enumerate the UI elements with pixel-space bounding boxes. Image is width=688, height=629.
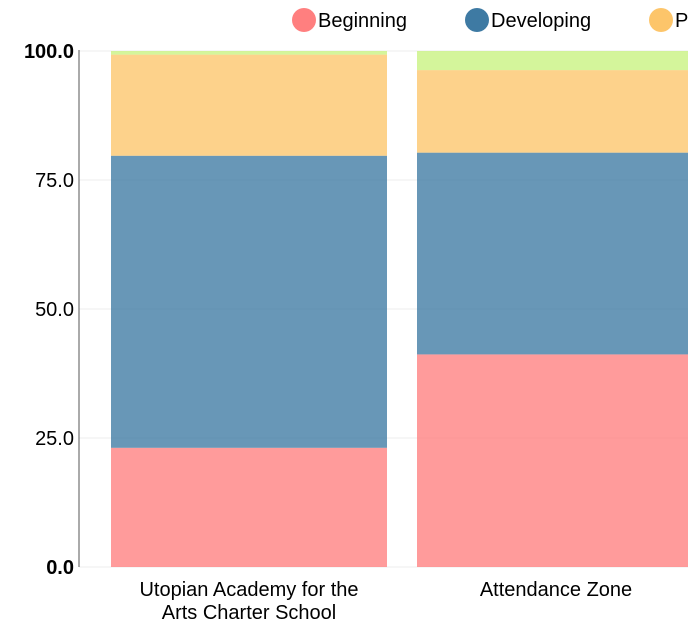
- x-tick-label: Utopian Academy for the: [139, 579, 358, 601]
- legend-marker: [292, 8, 316, 32]
- bar-segment[interactable]: [417, 51, 688, 71]
- legend-label[interactable]: Beginning: [318, 10, 407, 32]
- y-tick-label: 0.0: [46, 557, 74, 579]
- bar-segment[interactable]: [111, 51, 387, 55]
- legend-label[interactable]: P: [675, 10, 688, 32]
- legend-marker: [649, 8, 673, 32]
- legend-marker: [465, 8, 489, 32]
- x-tick-label: Attendance Zone: [480, 579, 632, 601]
- legend-label[interactable]: Developing: [491, 10, 591, 32]
- legend[interactable]: Beginning Developing P: [292, 8, 688, 32]
- bar-segment[interactable]: [417, 70, 688, 153]
- bar-segment[interactable]: [111, 54, 387, 156]
- x-tick-label: Arts Charter School: [162, 602, 337, 624]
- bar-segment[interactable]: [417, 152, 688, 355]
- y-tick-label: 50.0: [35, 299, 74, 321]
- bar-segment[interactable]: [111, 155, 387, 448]
- y-tick-label: 100.0: [24, 41, 74, 63]
- y-tick-label: 25.0: [35, 428, 74, 450]
- bar-segment[interactable]: [111, 447, 387, 567]
- y-tick-labels: 0.0 25.0 50.0 75.0 100.0: [24, 41, 74, 579]
- y-tick-label: 75.0: [35, 170, 74, 192]
- bars: [111, 51, 688, 567]
- bar-segment[interactable]: [417, 354, 688, 567]
